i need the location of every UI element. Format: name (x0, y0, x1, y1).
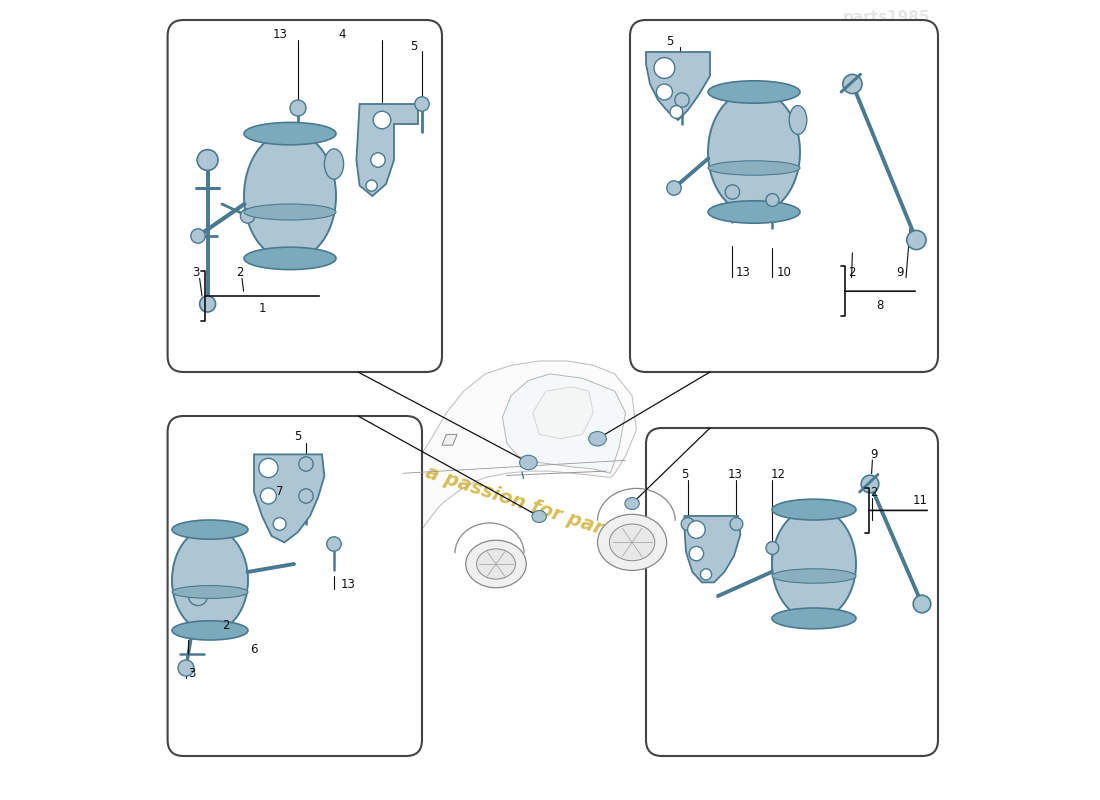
Polygon shape (356, 104, 418, 196)
Circle shape (290, 100, 306, 116)
Text: a passion for parts1985: a passion for parts1985 (422, 462, 678, 562)
Ellipse shape (708, 90, 800, 214)
Polygon shape (399, 361, 637, 568)
Circle shape (190, 229, 206, 243)
Text: 2: 2 (222, 619, 230, 632)
Circle shape (681, 518, 694, 530)
Polygon shape (532, 387, 593, 438)
Circle shape (197, 150, 218, 170)
Ellipse shape (465, 540, 526, 588)
Circle shape (178, 660, 194, 676)
Circle shape (299, 489, 314, 503)
Circle shape (843, 74, 862, 94)
Circle shape (188, 586, 208, 606)
Text: parts1985: parts1985 (843, 10, 930, 25)
FancyBboxPatch shape (646, 428, 938, 756)
Circle shape (913, 595, 931, 613)
Text: 4: 4 (339, 28, 345, 41)
Polygon shape (442, 434, 458, 445)
Ellipse shape (609, 524, 654, 561)
Text: 13: 13 (736, 266, 751, 278)
Circle shape (730, 518, 743, 530)
Text: 3: 3 (188, 667, 196, 680)
Ellipse shape (532, 510, 547, 522)
Text: 9: 9 (870, 448, 878, 461)
Ellipse shape (519, 455, 537, 470)
Ellipse shape (172, 621, 248, 640)
Circle shape (327, 537, 341, 551)
Text: 1: 1 (258, 302, 266, 315)
Circle shape (701, 569, 712, 580)
Text: 12: 12 (770, 468, 785, 481)
Circle shape (373, 111, 390, 129)
Ellipse shape (708, 161, 800, 175)
Ellipse shape (244, 247, 336, 270)
Text: 2: 2 (848, 266, 856, 278)
Polygon shape (503, 374, 626, 474)
Text: 8: 8 (876, 299, 883, 312)
Ellipse shape (244, 122, 336, 145)
Ellipse shape (324, 149, 343, 179)
Ellipse shape (172, 528, 248, 632)
Text: 11: 11 (913, 494, 928, 506)
Circle shape (766, 194, 779, 206)
Text: 13: 13 (728, 468, 743, 481)
Text: 5: 5 (410, 40, 418, 53)
Circle shape (199, 296, 216, 312)
FancyBboxPatch shape (167, 20, 442, 372)
Circle shape (657, 84, 672, 100)
Circle shape (241, 209, 255, 223)
Ellipse shape (708, 201, 800, 223)
Text: 6: 6 (251, 643, 257, 656)
Ellipse shape (244, 132, 336, 260)
Circle shape (690, 546, 704, 561)
Text: 9: 9 (896, 266, 904, 278)
Circle shape (366, 180, 377, 191)
Text: 13: 13 (273, 28, 288, 41)
Ellipse shape (789, 106, 806, 134)
Ellipse shape (772, 508, 856, 620)
Polygon shape (684, 516, 740, 582)
Ellipse shape (588, 431, 606, 446)
Ellipse shape (172, 520, 248, 539)
Circle shape (415, 97, 429, 111)
FancyBboxPatch shape (167, 416, 422, 756)
Polygon shape (646, 52, 710, 120)
Text: 5: 5 (681, 468, 689, 481)
Ellipse shape (172, 586, 248, 598)
Circle shape (766, 542, 779, 554)
Ellipse shape (244, 204, 336, 220)
Circle shape (688, 521, 705, 538)
Circle shape (299, 457, 314, 471)
Circle shape (725, 185, 739, 199)
Circle shape (906, 230, 926, 250)
Circle shape (654, 58, 674, 78)
FancyBboxPatch shape (630, 20, 938, 372)
Ellipse shape (708, 81, 800, 103)
Circle shape (371, 153, 385, 167)
Circle shape (261, 488, 276, 504)
Circle shape (861, 475, 879, 493)
Text: 2: 2 (235, 266, 243, 278)
Text: 3: 3 (191, 266, 199, 278)
Text: 7: 7 (276, 485, 284, 498)
Circle shape (674, 93, 690, 107)
Circle shape (258, 458, 278, 478)
Ellipse shape (597, 514, 667, 570)
Text: 5: 5 (295, 430, 301, 443)
Ellipse shape (625, 498, 639, 510)
Text: 5: 5 (667, 35, 673, 48)
Ellipse shape (772, 569, 856, 583)
Circle shape (667, 181, 681, 195)
Polygon shape (254, 454, 324, 542)
Ellipse shape (772, 608, 856, 629)
Ellipse shape (772, 499, 856, 520)
Text: 2: 2 (870, 486, 878, 498)
Circle shape (670, 106, 683, 118)
Ellipse shape (476, 549, 516, 579)
Circle shape (273, 518, 286, 530)
Text: 13: 13 (341, 578, 355, 590)
Text: 10: 10 (777, 266, 792, 278)
